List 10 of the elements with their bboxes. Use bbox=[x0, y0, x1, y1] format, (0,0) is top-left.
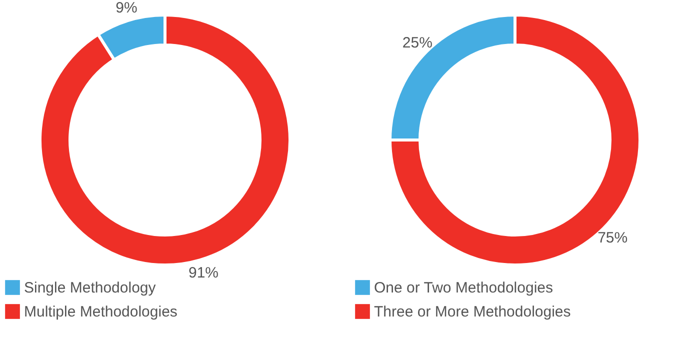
data-label: 75% bbox=[598, 230, 628, 247]
legend-label: One or Two Methodologies bbox=[374, 280, 553, 296]
donut-slice bbox=[38, 14, 292, 266]
donut-slice bbox=[388, 14, 642, 266]
data-label: 91% bbox=[188, 264, 219, 282]
legend-label: Single Methodology bbox=[24, 280, 156, 296]
legend-label: Multiple Methodologies bbox=[24, 304, 178, 320]
data-label: 9% bbox=[116, 0, 138, 16]
data-label: 25% bbox=[402, 34, 432, 52]
legend-label: Three or More Methodologies bbox=[374, 304, 571, 320]
